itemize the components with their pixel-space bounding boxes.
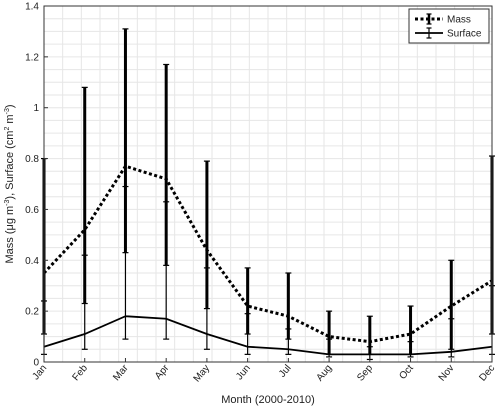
mass-line (42, 164, 493, 344)
y-axis-label: Mass (μg m-3), Surface (cm2 m-3) (4, 104, 16, 263)
x-tick-label: Mar (111, 362, 131, 383)
y-tick-label: 0.2 (25, 307, 39, 318)
legend-item-surface: Surface (415, 27, 482, 40)
surface-error-bar (163, 201, 170, 340)
surface-error-bar (203, 267, 210, 350)
x-tick-label: Aug (315, 363, 335, 384)
y-tick-label: 0.8 (25, 154, 39, 165)
x-axis-label: Month (2000-2010) (221, 394, 315, 406)
x-tick-label: Jun (234, 363, 253, 382)
y-tick-label: 1 (33, 103, 39, 114)
x-tick-label: Apr (153, 362, 172, 382)
y-tick-label: 0.4 (25, 256, 39, 267)
x-tick-label: May (192, 363, 213, 385)
x-tick-label: Dec (477, 363, 497, 384)
y-tick-label: 0.6 (25, 205, 39, 216)
x-tick-label: Jul (277, 363, 294, 380)
legend: Mass Surface (408, 8, 490, 44)
legend-item-mass: Mass (415, 13, 471, 26)
x-tick-label: Feb (71, 363, 91, 384)
y-tick-label: 0 (33, 358, 39, 369)
y-tick-label: 1.4 (25, 2, 39, 13)
surface-line (43, 315, 493, 356)
legend-label-surface: Surface (447, 29, 482, 40)
plot-frame (43, 5, 493, 363)
legend-box (408, 8, 490, 44)
surface-error-bar (122, 185, 129, 340)
y-tick-label: 1.2 (25, 52, 39, 63)
x-tick-label: Oct (397, 363, 416, 382)
x-tick-label: Nov (437, 363, 457, 384)
grid (44, 6, 492, 362)
x-tick-label: Sep (355, 363, 375, 384)
legend-label-mass: Mass (447, 15, 471, 26)
y-axis-ticks: 0 0.2 0.4 0.6 0.8 1 1.2 1.4 (25, 2, 48, 369)
surface-error-bar (366, 346, 373, 361)
surface-error-bar (448, 318, 455, 358)
